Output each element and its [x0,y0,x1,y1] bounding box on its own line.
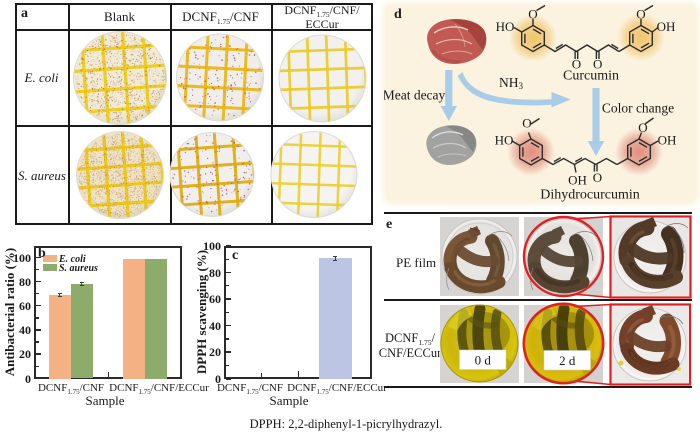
svg-text:O: O [572,57,581,72]
svg-text:Dihydrocurcumin: Dihydrocurcumin [540,188,640,203]
svg-text:O: O [528,7,537,22]
svg-text:2 d: 2 d [559,353,576,368]
svg-text:OH: OH [568,173,587,188]
svg-text:O: O [593,170,602,185]
svg-text:O: O [593,57,602,72]
svg-text:Curcumin: Curcumin [563,69,619,84]
svg-text:O: O [638,120,647,135]
svg-text:NH3: NH3 [499,75,524,91]
svg-text:Meat decay: Meat decay [384,88,446,103]
svg-text:HO: HO [496,19,515,34]
svg-text:OH: OH [658,133,677,148]
svg-text:Color change: Color change [602,101,674,116]
svg-text:O: O [522,116,531,131]
svg-text:OH: OH [657,19,676,34]
svg-text:HO: HO [495,133,514,148]
svg-text:O: O [636,7,645,22]
svg-text:0 d: 0 d [475,353,492,368]
